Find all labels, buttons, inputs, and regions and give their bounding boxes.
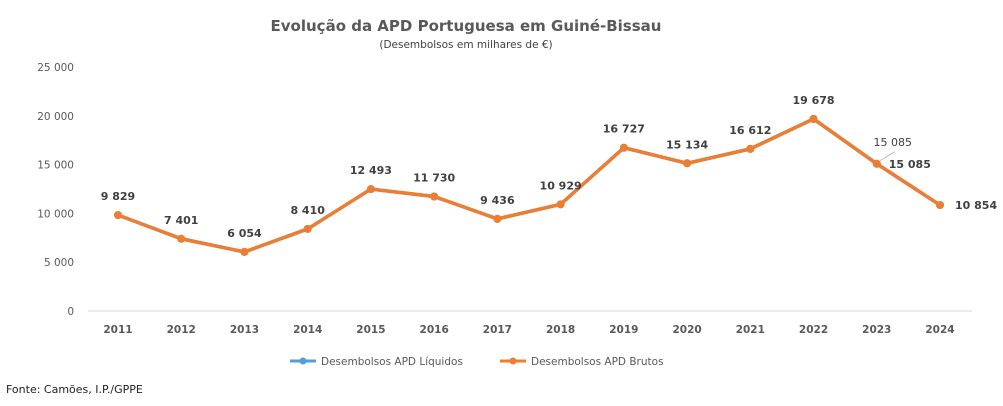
data-label-brutos: 16 612 bbox=[729, 124, 771, 137]
data-point bbox=[556, 200, 565, 209]
chart-subtitle: (Desembolsos em milhares de €) bbox=[379, 39, 552, 51]
x-tick-label: 2017 bbox=[483, 324, 512, 336]
data-point bbox=[430, 192, 439, 201]
x-tick-label: 2012 bbox=[167, 324, 196, 336]
data-label-brutos: 11 730 bbox=[413, 172, 455, 185]
y-tick-label: 10 000 bbox=[37, 208, 74, 220]
x-tick-label: 2014 bbox=[293, 324, 322, 336]
data-label-brutos: 15 134 bbox=[666, 138, 708, 151]
x-tick-label: 2019 bbox=[609, 324, 638, 336]
data-point bbox=[303, 224, 312, 233]
data-label-brutos: 9 829 bbox=[101, 190, 135, 203]
data-point bbox=[114, 211, 122, 220]
data-point bbox=[366, 185, 375, 194]
data-label-brutos: 12 493 bbox=[350, 164, 392, 177]
x-tick-label: 2023 bbox=[862, 324, 891, 336]
y-tick-label: 15 000 bbox=[37, 160, 74, 172]
data-label-liquidos: 15 085 bbox=[874, 136, 913, 149]
data-point bbox=[872, 159, 881, 168]
series-line-brutos bbox=[117, 117, 941, 254]
y-tick-label: 20 000 bbox=[37, 111, 74, 123]
x-tick-label: 2015 bbox=[356, 324, 385, 336]
data-label-brutos: 6 054 bbox=[227, 227, 262, 240]
data-label-brutos: 8 410 bbox=[290, 204, 325, 217]
legend-marker bbox=[299, 357, 307, 365]
x-tick-label: 2022 bbox=[799, 324, 828, 336]
legend-label: Desembolsos APD Líquidos bbox=[321, 356, 463, 368]
chart-title: Evolução da APD Portuguesa em Guiné-Biss… bbox=[271, 17, 662, 35]
data-point bbox=[619, 143, 628, 152]
y-tick-label: 5 000 bbox=[44, 257, 74, 269]
x-tick-label: 2024 bbox=[925, 324, 954, 336]
data-label-brutos: 10 929 bbox=[540, 179, 582, 192]
data-label-brutos: 7 401 bbox=[164, 214, 198, 227]
data-label-brutos: 9 436 bbox=[480, 194, 515, 207]
data-point bbox=[240, 247, 249, 256]
y-tick-label: 0 bbox=[67, 306, 74, 318]
x-tick-label: 2011 bbox=[103, 324, 132, 336]
leader-line bbox=[879, 151, 896, 162]
data-point bbox=[683, 159, 692, 168]
y-tick-label: 25 000 bbox=[37, 62, 74, 74]
data-label-brutos: 10 854 bbox=[955, 199, 997, 212]
x-tick-label: 2018 bbox=[546, 324, 575, 336]
data-label-brutos: 19 678 bbox=[792, 94, 834, 107]
data-point bbox=[177, 234, 186, 243]
x-tick-label: 2021 bbox=[736, 324, 765, 336]
data-point bbox=[493, 214, 502, 223]
data-point bbox=[936, 201, 944, 210]
data-point bbox=[746, 144, 755, 153]
data-label-brutos: 15 085 bbox=[889, 158, 931, 171]
data-point bbox=[809, 114, 818, 123]
x-tick-label: 2016 bbox=[420, 324, 449, 336]
source-note: Fonte: Camões, I.P./GPPE bbox=[6, 383, 143, 396]
data-label-brutos: 16 727 bbox=[603, 123, 645, 136]
legend-marker bbox=[509, 357, 517, 365]
x-tick-label: 2020 bbox=[672, 324, 701, 336]
x-tick-label: 2013 bbox=[230, 324, 259, 336]
legend-label: Desembolsos APD Brutos bbox=[531, 356, 664, 368]
